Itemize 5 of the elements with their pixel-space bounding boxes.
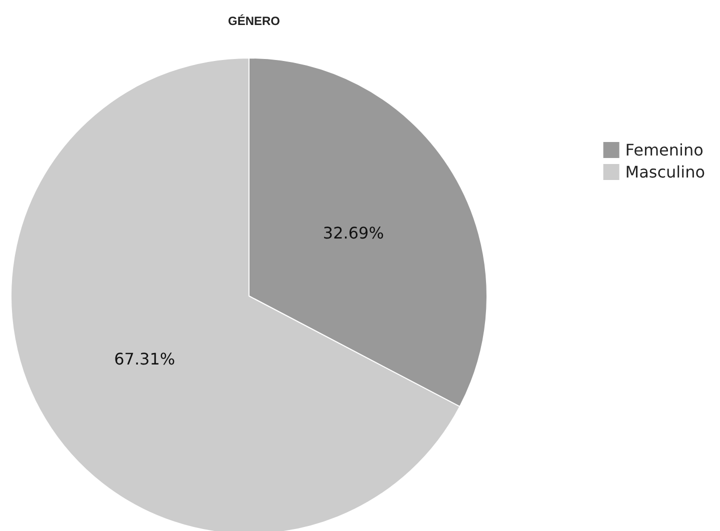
- legend-label: Femenino: [625, 140, 704, 160]
- chart-title: GÉNERO: [228, 14, 280, 28]
- data-label: 32.69%: [322, 223, 384, 242]
- data-label: 67.31%: [114, 350, 176, 369]
- legend-label: Masculino: [625, 162, 705, 182]
